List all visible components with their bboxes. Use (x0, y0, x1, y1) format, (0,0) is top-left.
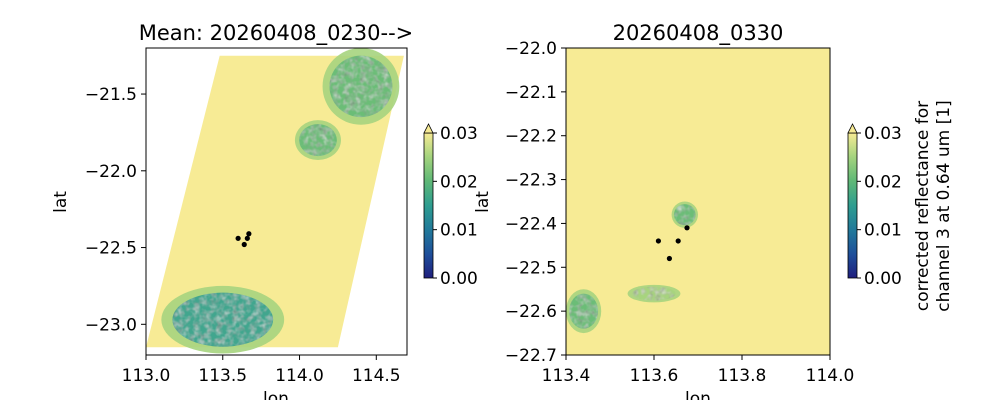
cloud-regions (566, 201, 698, 334)
left-colorbar-ticks: 0.00 0.01 0.02 0.03 (433, 124, 478, 289)
left-y-axis-label: lat (51, 191, 71, 213)
marker-point (655, 238, 662, 244)
marker-point (666, 255, 673, 262)
colorbar-tick-label: 0.01 (864, 221, 902, 241)
y-tick-label: −22.0 (85, 162, 137, 182)
cloud-region-south-centre (627, 284, 681, 303)
x-tick-label: 113.8 (718, 366, 767, 386)
x-tick-label: 114.0 (275, 366, 324, 386)
left-map-panel: Mean: 20260408_0230--> 113.0 113.5 114.0 11… (51, 21, 413, 400)
marker-point (244, 235, 250, 241)
left-colorbar: 0.00 0.01 0.02 0.03 (423, 123, 478, 289)
cloud-region-centre (671, 201, 698, 228)
right-x-ticks: 113.4 113.6 113.8 114.0 (542, 355, 855, 386)
y-tick-label: −22.2 (505, 127, 557, 147)
marker-points (655, 225, 690, 262)
colorbar-tick-label: 0.02 (440, 172, 478, 192)
satellite-swath (146, 55, 404, 348)
colorbar-tick-label: 0.03 (440, 124, 478, 144)
right-plot-frame (565, 47, 831, 356)
marker-point (235, 235, 241, 241)
right-y-axis-label: lat (473, 191, 493, 213)
right-x-axis-label: lon (685, 389, 711, 400)
right-colorbar-extend-arrow (847, 123, 858, 134)
y-tick-label: −22.3 (505, 171, 557, 191)
x-tick-label: 113.6 (630, 366, 679, 386)
colorbar-tick-label: 0.00 (864, 269, 902, 289)
x-tick-label: 113.0 (122, 366, 171, 386)
left-panel-title: Mean: 20260408_0230--> (139, 21, 414, 46)
marker-point (675, 238, 681, 244)
y-tick-label: −22.4 (505, 214, 557, 234)
y-tick-label: −22.6 (505, 302, 557, 322)
x-tick-label: 114.0 (806, 366, 855, 386)
y-tick-label: −22.7 (505, 346, 557, 366)
left-colorbar-gradient (423, 132, 434, 279)
colorbar-tick-label: 0.01 (440, 221, 478, 241)
right-colorbar-gradient (847, 132, 858, 279)
y-tick-label: −21.5 (85, 85, 137, 105)
right-map-panel: 20260408_0330 113.4 113.6 113.8 114.0 −22.0… (473, 21, 854, 400)
y-tick-label: −22.5 (505, 258, 557, 278)
cloud-region-centre-north (294, 120, 341, 161)
left-x-ticks: 113.0 113.5 114.0 114.5 (122, 355, 401, 386)
marker-points (235, 231, 252, 248)
cloud-region-south-west (566, 289, 602, 334)
marker-point (241, 241, 247, 248)
right-panel-title: 20260408_0330 (613, 21, 784, 46)
colorbar-label: corrected reflectance forchannel 3 at 0.… (913, 100, 954, 311)
cloud-region-south-west (161, 285, 285, 354)
colorbar-tick-label: 0.00 (440, 269, 478, 289)
right-y-ticks: −22.0 −22.1 −22.2 −22.3 −22.4 −22.5 −22.6 −22.7 (505, 39, 566, 366)
y-tick-label: −22.5 (85, 239, 137, 259)
marker-point (246, 231, 252, 237)
x-tick-label: 113.5 (198, 366, 247, 386)
x-tick-label: 113.4 (542, 366, 591, 386)
right-colorbar: 0.00 0.01 0.02 0.03 corrected reflectance f… (847, 100, 954, 312)
left-y-ticks: −21.5 −22.0 −22.5 −23.0 (85, 85, 146, 335)
left-plot-frame (145, 47, 408, 356)
x-tick-label: 114.5 (352, 366, 401, 386)
y-tick-label: −22.0 (505, 39, 557, 59)
colorbar-tick-label: 0.03 (864, 124, 902, 144)
cloud-regions (161, 48, 400, 354)
cloud-region-north-east (322, 48, 400, 125)
left-colorbar-extend-arrow (423, 123, 434, 134)
right-colorbar-ticks: 0.00 0.01 0.02 0.03 (857, 124, 902, 289)
colorbar-tick-label: 0.02 (864, 172, 902, 192)
left-x-axis-label: lon (263, 389, 289, 400)
y-tick-label: −22.1 (505, 83, 557, 103)
right-plot-background (566, 48, 830, 355)
y-tick-label: −23.0 (85, 315, 137, 335)
marker-point (684, 225, 690, 231)
